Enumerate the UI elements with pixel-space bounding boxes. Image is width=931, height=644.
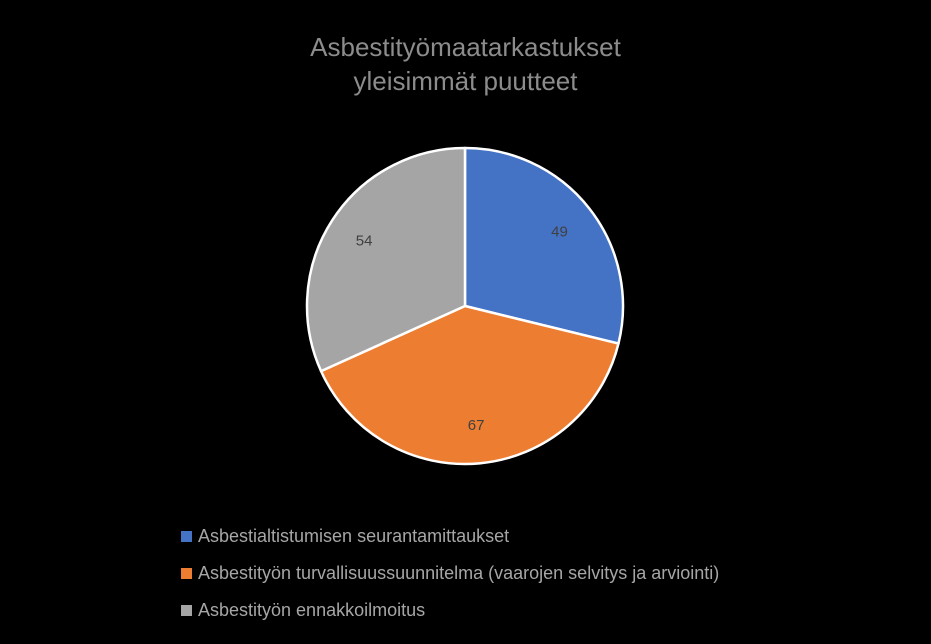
pie-slice-seurantamittaukset bbox=[463, 146, 625, 345]
legend-label: Asbestialtistumisen seurantamittaukset bbox=[198, 526, 510, 546]
data-label-seurantamittaukset: 49 bbox=[551, 223, 568, 240]
chart-title-line-1: Asbestityömaatarkastukset bbox=[310, 32, 621, 62]
chart-legend: Asbestialtistumisen seurantamittaukset A… bbox=[181, 518, 719, 629]
data-label-ennakkoilmoitus: 54 bbox=[356, 232, 373, 249]
legend-item-ennakkoilmoitus: Asbestityön ennakkoilmoitus bbox=[181, 592, 719, 629]
data-label-turvallisuussuunnitelma: 67 bbox=[468, 417, 485, 434]
legend-swatch-gray bbox=[181, 605, 192, 616]
pie-slice-ennakkoilmoitus bbox=[305, 146, 467, 373]
legend-item-turvallisuussuunnitelma: Asbestityön turvallisuussuunnitelma (vaa… bbox=[181, 555, 719, 592]
chart-title: Asbestityömaatarkastukset yleisimmät puu… bbox=[0, 30, 931, 98]
legend-swatch-blue bbox=[181, 531, 192, 542]
legend-item-seurantamittaukset: Asbestialtistumisen seurantamittaukset bbox=[181, 518, 719, 555]
pie-slice-turvallisuussuunnitelma bbox=[319, 304, 620, 466]
legend-swatch-orange bbox=[181, 568, 192, 579]
legend-label: Asbestityön turvallisuussuunnitelma (vaa… bbox=[198, 563, 720, 583]
chart-title-line-2: yleisimmät puutteet bbox=[353, 66, 578, 96]
legend-label: Asbestityön ennakkoilmoitus bbox=[198, 600, 426, 620]
